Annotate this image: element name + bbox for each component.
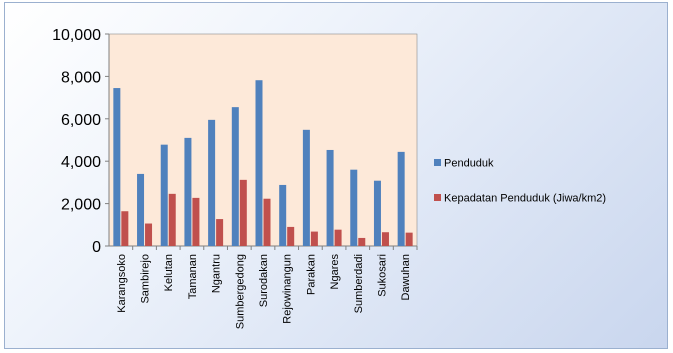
legend: Penduduk Kepadatan Penduduk (Jiwa/km2) xyxy=(434,158,606,205)
y-tick-label: 2,000 xyxy=(61,197,101,214)
y-tick-label: 10,000 xyxy=(52,27,101,44)
bar-penduduk xyxy=(350,169,358,246)
bar-penduduk xyxy=(208,119,216,246)
bar-kepadatan xyxy=(310,231,318,246)
bar-kepadatan xyxy=(121,211,129,246)
bar-kepadatan xyxy=(381,232,389,246)
bar-kepadatan xyxy=(405,232,413,246)
y-tick-label: 4,000 xyxy=(61,154,101,171)
bar-penduduk xyxy=(302,129,310,246)
x-tick-label: Ngares xyxy=(329,254,341,290)
x-tick-label: Ngantru xyxy=(211,254,223,293)
bar-kepadatan xyxy=(358,237,366,246)
bar-kepadatan xyxy=(287,226,295,246)
x-tick-label: Tamanan xyxy=(187,254,199,299)
x-tick-label: Sumberdadi xyxy=(353,254,365,313)
bar-penduduk xyxy=(231,107,239,246)
bar-penduduk xyxy=(184,137,192,246)
bar-penduduk xyxy=(113,88,121,246)
bar-penduduk xyxy=(137,173,145,246)
bar-kepadatan xyxy=(263,198,271,246)
bar-penduduk xyxy=(160,144,168,246)
bar-kepadatan xyxy=(216,219,224,246)
x-tick-label: Surodakan xyxy=(258,254,270,307)
x-tick-label: Sambirejo xyxy=(140,254,152,304)
bar-kepadatan xyxy=(239,179,247,246)
x-tick-label: Kelutan xyxy=(163,254,175,291)
x-tick-label: Sukosari xyxy=(376,254,388,297)
x-tick-label: Sumbergedong xyxy=(234,254,246,329)
bars xyxy=(113,80,413,246)
bar-kepadatan xyxy=(192,197,200,246)
bar-penduduk xyxy=(397,151,405,246)
bar-penduduk xyxy=(326,149,334,246)
legend-swatch xyxy=(434,194,441,201)
bar-penduduk xyxy=(255,80,263,246)
bar-penduduk xyxy=(279,184,287,246)
x-axis: Karangsoko Sambirejo Kelutan Tamanan Ngantru… xyxy=(109,245,418,329)
legend-label: Kepadatan Penduduk (Jiwa/km2) xyxy=(444,193,606,205)
bar-penduduk xyxy=(373,180,381,246)
legend-label: Penduduk xyxy=(444,158,494,170)
x-tick-label: Karangsoko xyxy=(116,254,128,313)
x-tick-label: Parakan xyxy=(305,254,317,295)
legend-swatch xyxy=(434,159,441,166)
y-tick-label: 0 xyxy=(92,239,101,256)
bar-kepadatan xyxy=(168,193,176,246)
x-tick-label: Rejowinangun xyxy=(282,254,294,324)
y-tick-label: 6,000 xyxy=(61,112,101,129)
plot-area xyxy=(108,33,418,247)
y-tick-label: 8,000 xyxy=(61,69,101,86)
y-axis: 0 2,000 4,000 6,000 8,000 10,000 xyxy=(52,27,110,256)
bar-kepadatan xyxy=(145,223,153,246)
x-tick-label: Dawuhan xyxy=(400,254,412,300)
bar-kepadatan xyxy=(334,229,342,246)
